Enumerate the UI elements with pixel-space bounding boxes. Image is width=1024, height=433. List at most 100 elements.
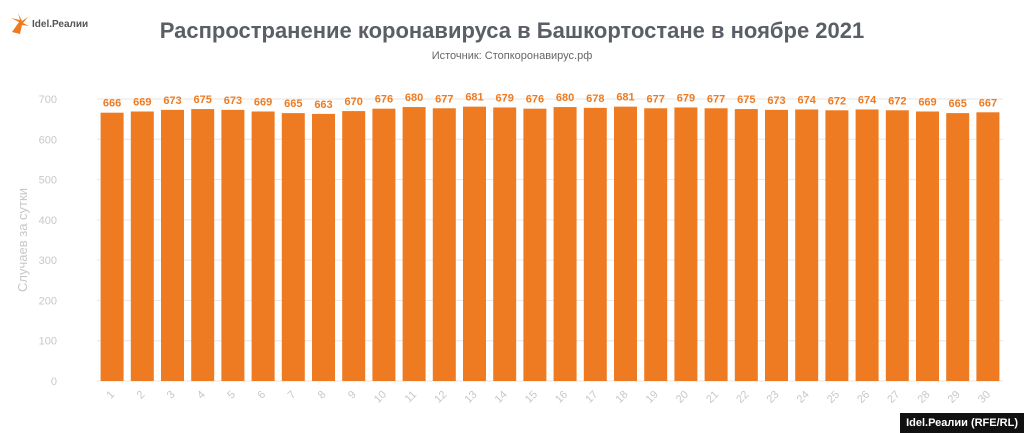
data-label: 678 <box>586 93 604 105</box>
y-axis-label: Случаев за сутки <box>15 188 30 292</box>
x-tick-label: 5 <box>225 389 238 402</box>
bar <box>161 109 184 382</box>
data-label: 665 <box>284 98 302 110</box>
x-tick-label: 20 <box>674 389 691 406</box>
data-label: 676 <box>526 94 544 106</box>
data-label: 676 <box>375 94 393 106</box>
logo-text: Idel.Реалии <box>32 18 89 30</box>
x-tick-label: 28 <box>915 389 932 406</box>
bar <box>312 113 335 382</box>
x-tick-label: 23 <box>764 389 781 406</box>
data-label: 677 <box>647 93 665 105</box>
bar <box>523 108 547 381</box>
x-tick-label: 2 <box>135 389 148 402</box>
bar <box>916 111 939 381</box>
data-label: 663 <box>314 99 332 111</box>
x-tick-label: 25 <box>825 389 842 406</box>
data-label: 674 <box>798 94 817 106</box>
x-tick-label: 26 <box>855 389 872 406</box>
data-label: 673 <box>163 95 181 107</box>
y-tick-label: 600 <box>39 134 57 146</box>
x-tick-label: 7 <box>286 389 299 402</box>
x-tick-label: 16 <box>553 389 570 406</box>
bar <box>795 109 819 381</box>
data-label: 666 <box>103 98 121 110</box>
logo: Idel.Реалии <box>8 12 88 36</box>
x-tick-label: 4 <box>195 389 208 402</box>
x-tick-label: 14 <box>493 389 510 406</box>
chart-subtitle: Источник: Стопкоронавирус.рф <box>431 50 593 62</box>
y-tick-label: 500 <box>39 175 57 187</box>
data-label: 665 <box>949 98 967 110</box>
x-tick-label: 9 <box>346 389 359 402</box>
data-label: 669 <box>254 96 272 108</box>
bar <box>885 110 909 381</box>
x-tick-label: 29 <box>946 389 963 406</box>
bar <box>493 107 517 382</box>
bar <box>372 108 396 381</box>
data-label: 681 <box>465 92 483 104</box>
bar <box>342 111 366 381</box>
x-tick-label: 1 <box>104 389 117 402</box>
y-tick-label: 700 <box>39 94 57 106</box>
x-tick-label: 13 <box>462 389 479 406</box>
bar <box>191 109 215 382</box>
data-label: 674 <box>858 94 877 106</box>
x-tick-label: 21 <box>704 389 721 406</box>
bar <box>825 110 849 381</box>
bar <box>251 111 275 381</box>
y-tick-label: 200 <box>39 295 57 307</box>
bar <box>855 109 879 381</box>
data-label: 673 <box>767 95 785 107</box>
x-tick-label: 11 <box>403 389 420 406</box>
x-tick-label: 12 <box>432 389 449 406</box>
bar <box>281 113 305 381</box>
data-label: 672 <box>888 95 906 107</box>
bar <box>100 112 124 381</box>
data-label: 679 <box>677 92 695 104</box>
bar <box>463 106 486 381</box>
bar <box>734 109 758 382</box>
y-tick-label: 0 <box>51 376 57 388</box>
bar <box>614 106 637 381</box>
data-label: 669 <box>133 96 151 108</box>
data-label: 675 <box>194 94 212 106</box>
bar <box>946 113 970 381</box>
x-tick-label: 6 <box>255 389 268 402</box>
x-tick-label: 22 <box>734 389 751 406</box>
bar <box>221 109 245 382</box>
bar <box>130 111 154 381</box>
data-label: 670 <box>345 96 363 108</box>
data-label: 667 <box>979 97 997 109</box>
bar <box>976 112 1000 382</box>
data-label: 677 <box>707 93 725 105</box>
data-label: 675 <box>737 94 755 106</box>
bar <box>765 109 788 382</box>
y-tick-label: 400 <box>39 215 57 227</box>
credit: Idel.Реалии (RFE/RL) <box>900 413 1024 433</box>
x-tick-label: 27 <box>885 389 902 406</box>
x-tick-label: 24 <box>795 389 812 406</box>
bar <box>583 107 607 381</box>
x-tick-label: 10 <box>372 389 389 406</box>
bar <box>674 107 698 382</box>
data-label: 669 <box>918 96 936 108</box>
data-label: 679 <box>496 92 514 104</box>
y-tick-label: 100 <box>39 336 57 348</box>
bar <box>402 107 426 382</box>
logo-icon <box>11 13 29 34</box>
data-label: 677 <box>435 93 453 105</box>
x-tick-label: 3 <box>165 389 178 402</box>
x-tick-label: 18 <box>613 389 630 406</box>
bar <box>704 108 728 381</box>
data-label: 673 <box>224 95 242 107</box>
x-tick-label: 15 <box>523 389 540 406</box>
data-label: 681 <box>616 92 634 104</box>
data-label: 672 <box>828 95 846 107</box>
y-tick-label: 300 <box>39 255 57 267</box>
bar <box>432 108 456 381</box>
x-tick-label: 30 <box>976 389 993 406</box>
x-tick-label: 19 <box>644 389 661 406</box>
x-tick-label: 8 <box>316 389 329 402</box>
